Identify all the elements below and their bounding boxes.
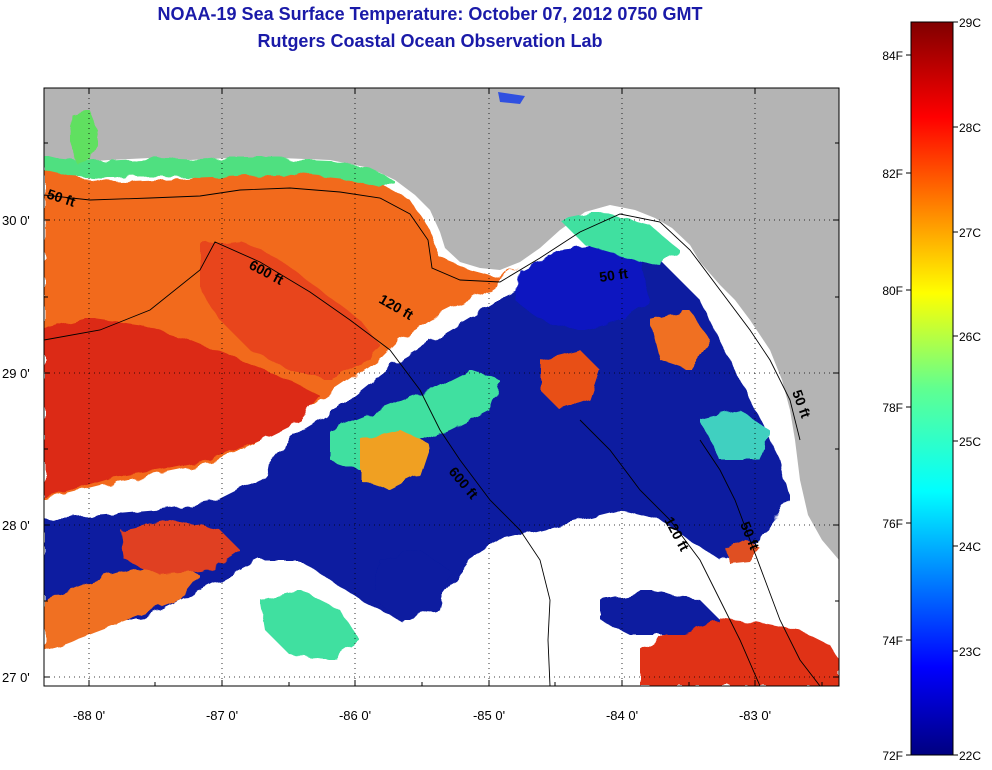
warm-south-patch — [120, 520, 240, 575]
longitude-labels: -88 0' -87 0' -86 0' -85 0' -84 0' -83 0… — [73, 708, 771, 723]
contour-120ft — [44, 241, 551, 686]
celsius-label: 22C — [959, 749, 981, 763]
contour-label: 50 ft — [598, 265, 629, 285]
lat-label: 28 0' — [2, 518, 30, 533]
cold-south-patch — [375, 550, 450, 620]
fahrenheit-label: 76F — [882, 517, 903, 531]
orange-patch — [540, 350, 600, 410]
depth-contours — [44, 187, 821, 686]
cold-southeast-patch — [600, 590, 720, 635]
fahrenheit-label: 72F — [882, 749, 903, 763]
map-subtitle: Rutgers Coastal Ocean Observation Lab — [257, 31, 603, 51]
lat-label: 27 0' — [2, 670, 30, 685]
land-mass — [44, 88, 839, 560]
warm-southeast-patch — [640, 618, 839, 686]
lon-label: -86 0' — [339, 708, 371, 723]
celsius-label: 26C — [959, 330, 981, 344]
yellow-patch — [360, 430, 430, 490]
celsius-label: 23C — [959, 645, 981, 659]
contour-600ft — [579, 419, 761, 686]
fahrenheit-label: 80F — [882, 284, 903, 298]
celsius-label: 29C — [959, 16, 981, 30]
celsius-label: 24C — [959, 540, 981, 554]
green-south-patch — [260, 590, 360, 660]
map-area — [44, 88, 839, 686]
fahrenheit-label: 74F — [882, 634, 903, 648]
lon-label: -88 0' — [73, 708, 105, 723]
orange-east-patch — [650, 310, 710, 370]
lon-label: -87 0' — [206, 708, 238, 723]
axis-ticks — [44, 88, 839, 686]
cyan-patch — [700, 410, 770, 460]
colorbar-fahrenheit-labels: 84F 82F 80F 78F 76F 74F 72F — [882, 49, 903, 763]
warm-core-region — [44, 318, 320, 498]
lat-label: 30 0' — [2, 213, 30, 228]
lon-label: -83 0' — [739, 708, 771, 723]
fahrenheit-label: 82F — [882, 167, 903, 181]
celsius-label: 28C — [959, 121, 981, 135]
cold-water-blob — [515, 245, 650, 330]
latitude-labels: 30 0' 29 0' 28 0' 27 0' — [2, 213, 30, 685]
fahrenheit-label: 78F — [882, 401, 903, 415]
mobile-bay-patch — [70, 110, 98, 165]
contour-50ft-north — [44, 187, 801, 441]
warm-southwest-patch — [44, 560, 200, 650]
celsius-label: 27C — [959, 226, 981, 240]
bay-patch — [498, 92, 525, 104]
map-border — [43, 87, 840, 687]
contour-50ft-east — [699, 439, 821, 686]
warm-tongue — [200, 240, 380, 380]
lon-label: -84 0' — [606, 708, 638, 723]
colorbar — [910, 21, 954, 756]
map-title: NOAA-19 Sea Surface Temperature: October… — [157, 4, 703, 24]
coastal-fringe — [44, 156, 395, 188]
lat-label: 29 0' — [2, 366, 30, 381]
celsius-label: 25C — [959, 435, 981, 449]
fahrenheit-label: 84F — [882, 49, 903, 63]
colorbar-celsius-labels: 29C 28C 27C 26C 25C 24C 23C 22C — [959, 16, 981, 763]
colorbar-ticks — [906, 21, 958, 756]
lon-label: -85 0' — [473, 708, 505, 723]
green-coastal-patch — [560, 212, 680, 265]
